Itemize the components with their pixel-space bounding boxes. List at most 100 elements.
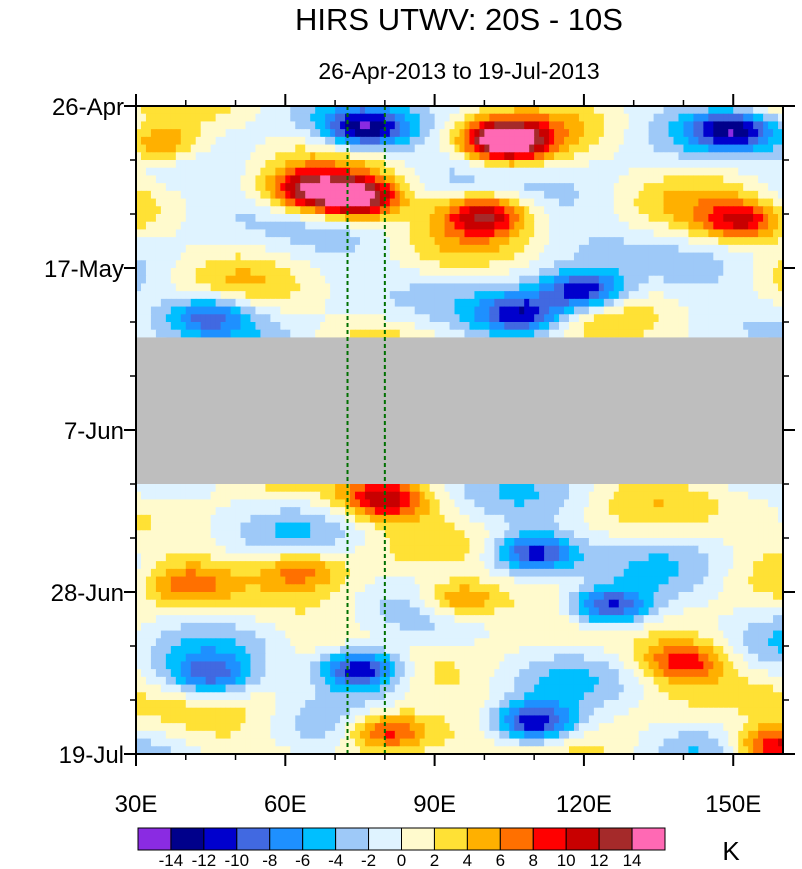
field-cell [255, 121, 262, 130]
field-cell [688, 229, 695, 238]
field-cell [698, 237, 704, 246]
field-cell [300, 283, 306, 292]
field-cell [379, 175, 386, 184]
field-cell [449, 260, 456, 269]
field-cell [459, 229, 466, 238]
field-cell [145, 183, 152, 192]
field-cell [200, 214, 207, 223]
field-cell [673, 190, 680, 200]
field-cell [623, 322, 630, 331]
field-cell [414, 260, 421, 269]
field-cell [723, 252, 729, 261]
field-cell [489, 206, 495, 215]
field-cell [220, 283, 227, 292]
field-cell [603, 175, 610, 184]
field-cell [474, 206, 481, 215]
field-cell [598, 136, 605, 146]
field-cell [638, 252, 645, 261]
field-cell [598, 198, 605, 207]
field-cell [708, 136, 714, 146]
field-cell [469, 183, 476, 192]
field-cell [255, 129, 262, 138]
field-cell [439, 198, 446, 207]
field-cell [364, 198, 371, 207]
field-cell [568, 237, 575, 246]
field-cell [205, 260, 212, 269]
field-cell [200, 129, 207, 138]
field-cell [140, 214, 147, 223]
field-cell [733, 198, 739, 207]
field-cell [369, 113, 376, 123]
field-cell [275, 167, 281, 177]
field-cell [534, 314, 540, 323]
field-cell [504, 268, 510, 277]
field-cell [305, 283, 311, 292]
field-cell [514, 314, 520, 323]
field-cell [340, 244, 346, 254]
field-cell [583, 160, 590, 169]
field-cell [200, 106, 207, 115]
field-cell [559, 229, 565, 238]
field-cell [364, 167, 371, 177]
field-cell [389, 167, 396, 177]
field-cell [753, 175, 759, 184]
field-cell [340, 298, 346, 308]
field-cell [763, 221, 769, 231]
field-cell [260, 113, 266, 123]
field-cell [404, 167, 411, 177]
field-cell [310, 314, 316, 323]
field-cell [733, 283, 739, 292]
field-cell [379, 329, 386, 339]
field-cell [613, 152, 620, 161]
field-cell [573, 291, 580, 300]
field-cell [280, 260, 286, 269]
field-cell [618, 329, 625, 339]
field-cell [369, 268, 376, 277]
field-cell [718, 175, 724, 184]
field-cell [424, 160, 431, 169]
field-cell [335, 306, 341, 315]
field-cell [653, 252, 660, 261]
field-cell [310, 121, 316, 130]
field-cell [190, 314, 197, 323]
field-cell [265, 152, 271, 161]
field-cell [778, 175, 783, 184]
field-cell [230, 298, 237, 308]
field-cell [255, 136, 262, 146]
field-cell [215, 322, 222, 331]
field-cell [394, 144, 401, 153]
field-cell [464, 244, 471, 254]
field-cell [713, 136, 719, 146]
field-cell [514, 106, 520, 115]
field-cell [285, 260, 291, 269]
field-cell [444, 283, 451, 292]
field-cell [354, 306, 361, 315]
field-cell [354, 136, 361, 146]
field-cell [768, 167, 774, 177]
field-cell [658, 190, 665, 200]
field-cell [260, 291, 266, 300]
field-cell [210, 298, 217, 308]
field-cell [205, 214, 212, 223]
field-cell [384, 291, 391, 300]
field-cell [459, 221, 466, 231]
field-cell [658, 237, 665, 246]
field-cell [335, 291, 341, 300]
field-cell [399, 291, 406, 300]
field-cell [136, 175, 142, 184]
field-cell [245, 160, 252, 169]
field-cell [723, 206, 729, 215]
field-cell [628, 198, 635, 207]
field-cell [633, 283, 640, 292]
field-cell [683, 160, 690, 169]
field-cell [753, 221, 759, 231]
field-cell [514, 298, 520, 308]
field-cell [150, 229, 157, 238]
field-cell [623, 275, 630, 285]
field-cell [633, 244, 640, 254]
field-cell [723, 221, 729, 231]
field-cell [350, 283, 356, 292]
field-cell [653, 113, 660, 123]
field-cell [529, 167, 535, 177]
field-cell [205, 306, 212, 315]
